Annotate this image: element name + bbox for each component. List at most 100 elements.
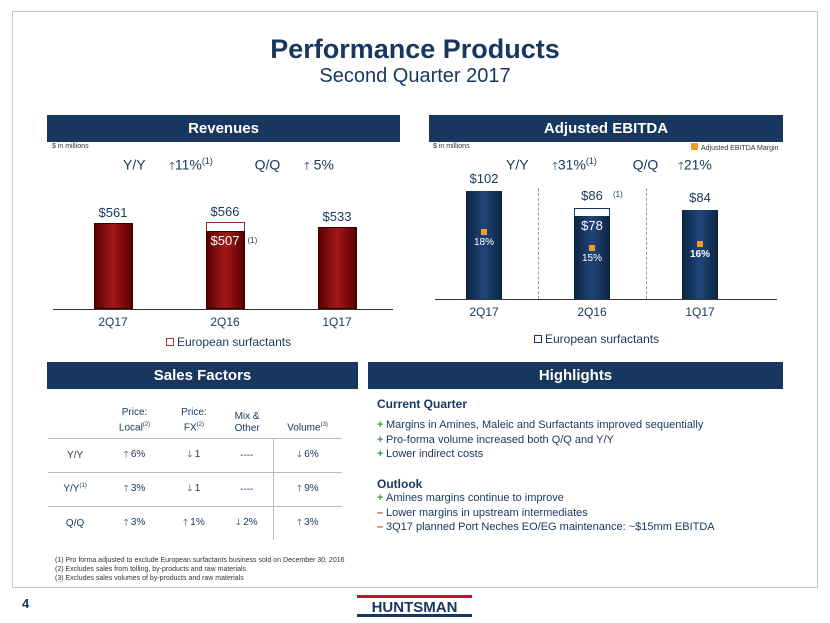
table-cell-value: ---- — [240, 449, 254, 461]
table-row-label: Q/Q — [48, 505, 103, 540]
table-cell-value: 2% — [243, 517, 258, 529]
bar-value-label: $533 — [322, 209, 352, 225]
table-cell-value: 1 — [194, 449, 201, 460]
table-cell-value: 6% — [304, 449, 319, 460]
page-subtitle: Second Quarter 2017 — [319, 65, 511, 87]
dashed-divider — [646, 188, 647, 299]
arrow-up-icon: 🡑 — [123, 449, 131, 459]
revenues-qq-value: 5% — [313, 156, 334, 173]
table-cell: 🡑 9% — [272, 471, 342, 506]
table-cell: 🡑 1% — [166, 505, 222, 540]
dashed-divider — [538, 188, 539, 299]
revenues-legend: European surfactants — [166, 335, 291, 349]
arrow-up-icon: 🡑 — [678, 160, 684, 173]
current-quarter-list: + Margins in Amines, Maleic and Surfactan… — [377, 418, 703, 462]
arrow-up-icon: 🡑 — [297, 517, 305, 528]
ebitda-unit-note: $ in millions — [433, 143, 470, 150]
revenues-unit-note: $ in millions — [52, 143, 89, 150]
revenues-yy-footnote: (1) — [201, 156, 213, 166]
margin-label: 18% — [473, 236, 494, 248]
plus-icon: + — [377, 448, 384, 460]
ebitda-legend-label: European surfactants — [545, 332, 660, 346]
ebitda-yy-value: 31% — [557, 156, 586, 173]
arrow-down-icon: 🡓 — [187, 483, 195, 493]
revenues-header: Revenues — [47, 115, 400, 142]
table-cell: 🡑 6% — [102, 437, 167, 472]
x-tick-label: 2Q17 — [469, 305, 499, 319]
ebitda-yy-footnote: (1) — [585, 156, 597, 166]
revenues-qq-label: Q/Q — [254, 156, 281, 173]
highlights-header: Highlights — [368, 362, 783, 389]
sales-factors-table: Price: Local(2) Price: FX(2) Mix & Other Volum… — [48, 402, 342, 540]
slide-frame — [12, 11, 818, 588]
list-item: + Margins in Amines, Maleic and Surfactan… — [377, 418, 703, 433]
table-cell-value: 1 — [194, 483, 201, 494]
footnote-line: (1) Pro forma adjusted to exclude Europe… — [55, 557, 345, 564]
x-tick-label: 1Q17 — [685, 305, 715, 319]
margin-marker — [589, 244, 595, 251]
revenue-bar — [317, 227, 357, 309]
plus-icon: + — [377, 419, 384, 431]
table-cell-value: 6% — [130, 449, 146, 460]
arrow-up-icon: 🡑 — [169, 160, 175, 173]
table-cell: ---- — [221, 437, 274, 472]
page-title: Performance Products — [270, 34, 560, 64]
x-tick-label: 2Q17 — [98, 315, 128, 329]
table-row: Y/Y 🡑 6% 🡓 1 ---- 🡓 6% — [48, 437, 342, 472]
revenues-chart: $561 2Q17 $507 (1) $566 2Q16 $533 1Q17 — [47, 178, 400, 329]
list-item-text: Pro-forma volume increased both Q/Q and … — [386, 433, 614, 446]
ebitda-qq-value: 21% — [683, 156, 712, 173]
table-cell: 🡑 3% — [272, 505, 342, 540]
margin-marker — [481, 228, 487, 235]
margin-label: 15% — [581, 252, 602, 264]
revenue-bar — [205, 231, 245, 309]
list-item: –3Q17 planned Port Neches EO/EG maintena… — [377, 520, 715, 535]
table-cell-value: ---- — [240, 483, 254, 495]
arrow-up-icon: 🡑 — [123, 483, 131, 493]
plus-icon: + — [377, 492, 384, 504]
ebitda-growth-row: Y/Y 🡑31%(1) Q/Q 🡑21% — [506, 156, 712, 177]
arrow-down-icon: 🡓 — [236, 517, 244, 528]
bar-value-label: $84 — [689, 189, 711, 205]
bar-value-label: $86 — [581, 187, 603, 203]
list-item-text: Amines margins continue to improve — [386, 492, 564, 504]
list-item: + Amines margins continue to improve — [377, 491, 715, 506]
list-item: – Lower margins in upstream intermediates — [377, 506, 715, 521]
ebitda-qq-label: Q/Q — [632, 156, 659, 173]
ebitda-x-axis — [435, 299, 777, 300]
arrow-up-icon: 🡑 — [183, 517, 191, 528]
list-item: + Lower indirect costs — [377, 447, 703, 462]
margin-label: 16% — [689, 248, 710, 260]
table-cell: ---- — [221, 471, 274, 506]
plus-icon: + — [377, 433, 384, 446]
revenues-legend-label: European surfactants — [177, 335, 292, 349]
arrow-up-icon: 🡑 — [552, 160, 558, 173]
table-row-label: Y/Y(1) — [48, 471, 103, 506]
outlook-heading: Outlook — [377, 477, 423, 491]
legend-outline-square-icon — [534, 335, 542, 343]
revenue-bar — [93, 223, 133, 309]
table-row: Y/Y(1) 🡑 3% 🡓 1 ---- 🡑 9% — [48, 471, 342, 506]
ebitda-bar — [682, 209, 718, 299]
bar-adjusted-value: $507 — [210, 233, 240, 249]
table-cell: 🡓 1 — [166, 437, 222, 472]
x-tick-label: 1Q17 — [322, 315, 352, 329]
footnote-line: (2) Excludes sales from tolling, by-prod… — [55, 566, 247, 573]
table-cell: 🡓 1 — [166, 471, 222, 506]
ebitda-yy-label: Y/Y — [506, 156, 529, 173]
minus-icon: – — [377, 521, 384, 533]
arrow-up-icon: 🡑 — [304, 160, 310, 173]
x-tick-label: 2Q16 — [577, 305, 607, 319]
table-corner — [48, 402, 102, 438]
ebitda-legend: European surfactants — [534, 332, 659, 346]
list-item-text: Lower margins in upstream intermediates — [386, 506, 588, 519]
ebitda-chart: $102 18% 2Q17 $78 (1) $86 15% 2Q16 $84 16% 1Q17 — [429, 168, 783, 319]
table-column-header: Volume(3) — [287, 422, 328, 434]
page-number: 4 — [22, 596, 30, 611]
arrow-up-icon: 🡑 — [123, 517, 131, 528]
bar-footnote-marker: (1) — [613, 189, 623, 199]
ebitda-margin-legend-label: Adjusted EBITDA Margin — [701, 145, 779, 152]
outlook-list: + Amines margins continue to improve – Lowe… — [377, 491, 715, 535]
bar-footnote-marker: (1) — [247, 236, 258, 246]
ebitda-bar — [574, 216, 610, 299]
